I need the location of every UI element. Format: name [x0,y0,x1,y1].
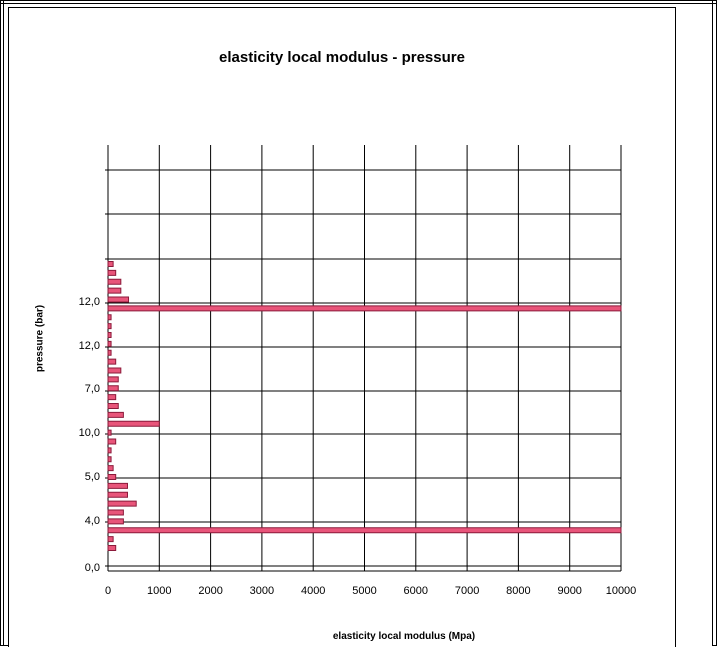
x-tick-label: 5000 [352,585,376,597]
bar [107,394,117,401]
x-tick-label: 0 [105,585,111,597]
x-tick-label: 7000 [455,585,479,597]
bar [107,474,117,480]
bar [107,385,119,392]
bar [107,518,124,525]
bar [107,340,112,347]
bar [107,500,137,507]
bar [107,447,112,454]
bar [107,332,112,338]
bar [107,456,112,463]
bar [107,509,124,516]
chart-title: elasticity local modulus - pressure [219,49,465,66]
bar [107,465,114,472]
bar [107,349,112,356]
x-tick-label: 2000 [198,585,222,597]
frame-line-top [0,3,717,4]
bar [107,545,117,551]
bar [107,278,122,285]
y-tick-label: 10,0 [79,427,100,439]
bar [107,305,622,312]
bar [107,536,114,543]
y-tick-label: 12,0 [79,296,100,308]
x-tick-label: 8000 [506,585,530,597]
x-tick-label: 4000 [301,585,325,597]
bar [107,323,112,330]
y-tick-label: 4,0 [85,515,100,527]
bar [107,296,130,303]
bar [107,491,128,498]
bar [107,438,117,445]
bar [107,367,122,374]
bar [107,358,117,365]
frame-line-left [3,0,4,646]
bar [107,314,112,321]
bar [107,261,114,267]
bar [107,287,122,294]
x-tick-label: 10000 [606,585,637,597]
bar [107,376,119,383]
x-axis-label: elasticity local modulus (Mpa) [332,631,476,642]
y-tick-label: 12,0 [79,340,100,352]
x-tick-label: 1000 [147,585,171,597]
bar [107,269,117,276]
bar [107,482,128,489]
x-tick-label: 9000 [557,585,581,597]
x-tick-label: 3000 [250,585,274,597]
bar [107,420,160,427]
x-tick-label: 6000 [404,585,428,597]
bar [107,429,112,436]
y-tick-label: 5,0 [85,471,100,483]
y-tick-label: 7,0 [85,383,100,395]
chart-area: elasticity local modulus - pressure pres… [8,7,676,647]
frame-line-right [712,0,713,646]
right-strip [675,7,712,646]
bar [107,411,124,418]
bar [107,527,622,534]
bar [107,403,119,409]
y-tick-label: 0,0 [85,562,100,574]
